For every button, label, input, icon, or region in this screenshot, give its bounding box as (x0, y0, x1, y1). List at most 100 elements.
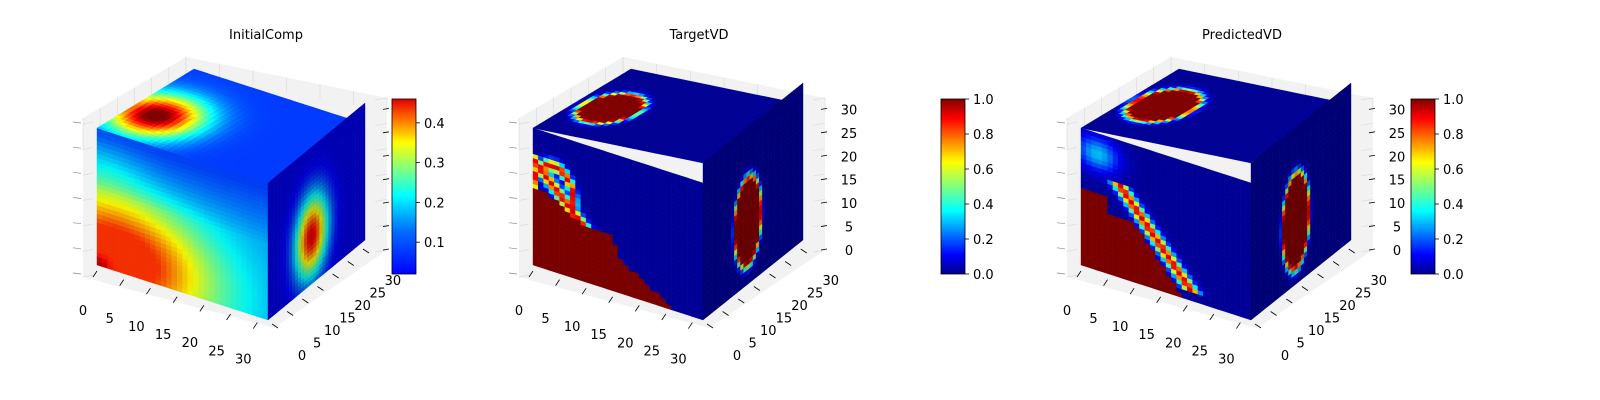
z-tick (820, 248, 828, 251)
panel-title: InitialComp (229, 28, 303, 43)
x-tick (1236, 322, 1241, 329)
y-tick-label: 20 (354, 299, 371, 314)
y-tick (332, 273, 339, 279)
x-tick-label: 25 (644, 344, 661, 359)
y-tick-label: 5 (313, 337, 321, 352)
x-tick-label: 0 (515, 304, 523, 319)
z-tick-label: 25 (841, 127, 858, 142)
colorbar: 0.0 0.2 0.4 0.6 0.8 1.0 (940, 93, 994, 283)
y-tick-label: 0 (298, 349, 306, 364)
colorbar-tick-label: 0.6 (1443, 163, 1464, 178)
y-tick (317, 286, 324, 291)
x-tick-label: 30 (235, 352, 252, 367)
x-tick-label: 10 (1112, 320, 1129, 335)
colorbar-tick-label: 0.4 (973, 198, 994, 213)
voxel-face-side (267, 102, 366, 321)
voxel-face-top (1080, 68, 1350, 164)
x-tick-label: 5 (541, 312, 549, 327)
z-tick-label: 15 (841, 174, 858, 189)
z-tick-label: 30 (841, 103, 858, 118)
x-tick-label: 30 (670, 352, 687, 367)
colorbar-tick-label: 0.8 (973, 128, 994, 143)
colorbar-gradient (391, 98, 417, 275)
x-tick (581, 287, 587, 295)
x-tick (1182, 305, 1188, 312)
x-tick (1076, 270, 1082, 278)
y-tick-label: 15 (776, 312, 793, 327)
colorbar-tick-label: 0.0 (973, 268, 994, 283)
x-tick (1103, 279, 1108, 286)
y-tick-label: 25 (370, 287, 387, 302)
x-tick-label: 5 (106, 312, 114, 327)
z-tick (382, 131, 390, 134)
y-tick-label: 0 (1281, 349, 1289, 364)
x-tick-label: 25 (1192, 344, 1209, 359)
y-tick-label: 5 (748, 337, 756, 352)
x-tick (1209, 313, 1215, 321)
z-tick (1368, 131, 1376, 134)
z-tick (382, 225, 390, 227)
voxel-face-front (96, 127, 269, 321)
y-tick (271, 323, 279, 329)
y-tick (706, 323, 714, 329)
y-tick (722, 311, 729, 316)
y-tick (784, 261, 792, 266)
x-tick (688, 322, 693, 329)
colorbar-tick-label: 0.6 (973, 163, 994, 178)
x-tick (634, 305, 640, 312)
z-tick-label: 10 (841, 197, 858, 212)
x-tick (226, 313, 231, 321)
colorbar-tick-label: 0.0 (1443, 268, 1464, 283)
z-tick (1368, 225, 1376, 227)
y-tick-label: 20 (1339, 299, 1356, 314)
z-tick-label: 5 (845, 221, 853, 236)
y-tick (1348, 248, 1355, 254)
voxel-face-top (532, 68, 802, 164)
x-tick-label: 10 (564, 320, 581, 335)
y-tick-label: 20 (791, 299, 808, 314)
z-tick-label: 5 (1393, 221, 1401, 236)
y-tick (1301, 286, 1309, 291)
y-tick (1254, 323, 1262, 329)
z-tick-label: 25 (1389, 127, 1406, 142)
x-tick-label: 20 (1165, 336, 1182, 351)
x-tick (1156, 296, 1162, 304)
y-tick (1317, 273, 1324, 279)
colorbar-tick-label: 0.4 (1443, 198, 1464, 213)
x-tick-label: 30 (1218, 352, 1235, 367)
colorbar-tick-label: 0.2 (973, 233, 994, 248)
y-tick-label: 30 (822, 274, 839, 289)
y-tick-label: 25 (1355, 287, 1372, 302)
z-tick (382, 154, 390, 157)
y-tick-label: 30 (385, 274, 402, 289)
z-tick-label: 0 (1393, 244, 1401, 259)
x-tick (119, 279, 125, 286)
colorbar-tick-label: 0.4 (424, 117, 445, 132)
y-tick-label: 0 (733, 349, 741, 364)
x-tick (608, 296, 614, 304)
y-tick (753, 286, 761, 291)
colorbar-tick-label: 0.2 (424, 196, 445, 211)
y-tick (1286, 298, 1293, 304)
z-tick (382, 107, 390, 110)
z-tick (1368, 201, 1376, 204)
colorbar: 0.0 0.2 0.4 0.6 0.8 1.0 (1410, 93, 1464, 283)
colorbar-gradient (940, 98, 966, 275)
z-tick (382, 201, 390, 204)
x-tick-label: 20 (182, 336, 199, 351)
y-tick-label: 10 (1308, 324, 1325, 339)
z-tick (820, 178, 828, 181)
colorbar-tick-label: 0.2 (1443, 233, 1464, 248)
y-tick (286, 311, 294, 316)
panel-title: TargetVD (668, 28, 728, 43)
x-tick (172, 296, 178, 304)
x-tick (1129, 287, 1135, 295)
x-tick-label: 25 (208, 344, 225, 359)
x-tick-label: 0 (1063, 304, 1071, 319)
